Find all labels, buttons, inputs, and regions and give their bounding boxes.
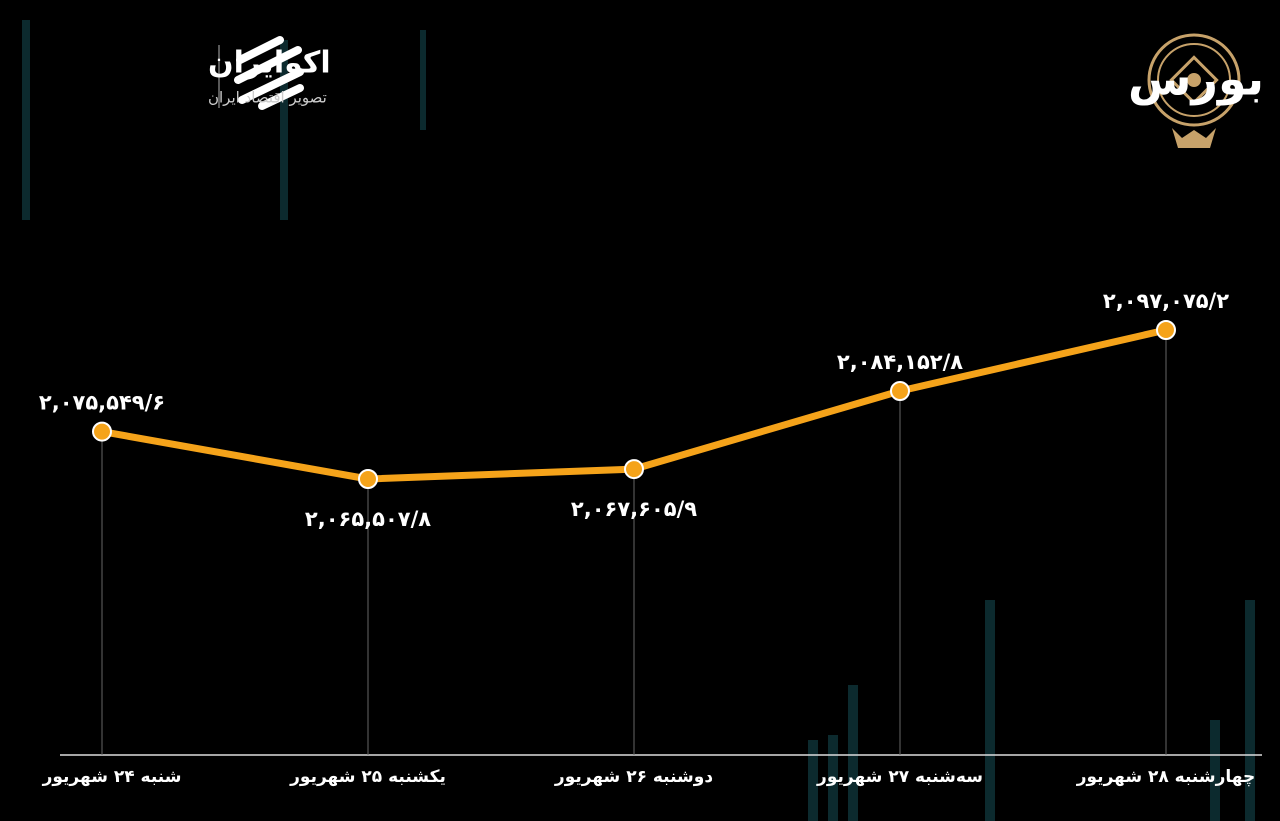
data-point: [358, 469, 378, 489]
value-label: ۲,۰۶۵,۵۰۷/۸: [305, 507, 431, 531]
x-tick-label: یکشنبه ۲۵ شهریور: [289, 767, 446, 787]
chart-title: روند هفته شاخص کل بورس: [1128, 52, 1280, 106]
value-label: ۲,۰۶۷,۶۰۵/۹: [571, 497, 697, 521]
x-tick-label: چهارشنبه ۲۸ شهریور: [1076, 767, 1256, 787]
value-label: ۲,۰۷۵,۵۴۹/۶: [39, 391, 165, 415]
data-point: [1156, 320, 1176, 340]
data-point: [92, 421, 112, 442]
brand-name: اکوایران: [208, 46, 331, 81]
x-tick-label: شنبه ۲۴ شهریور: [42, 767, 182, 787]
data-point: [890, 380, 910, 401]
brand-tagline: تصویر اقتصاد ایران: [208, 89, 327, 107]
x-tick-label: سه‌شنبه ۲۷ شهریور: [816, 767, 983, 787]
brand-logo: [218, 36, 304, 110]
data-point: [624, 459, 644, 480]
value-label: ۲,۰۸۴,۱۵۲/۸: [837, 350, 963, 374]
decorative-bars: [22, 20, 1255, 821]
x-tick-label: دوشنبه ۲۶ شهریور: [554, 767, 713, 787]
value-label: ۲,۰۹۷,۰۷۵/۲: [1103, 289, 1229, 313]
bourse-logo: [1147, 33, 1241, 148]
